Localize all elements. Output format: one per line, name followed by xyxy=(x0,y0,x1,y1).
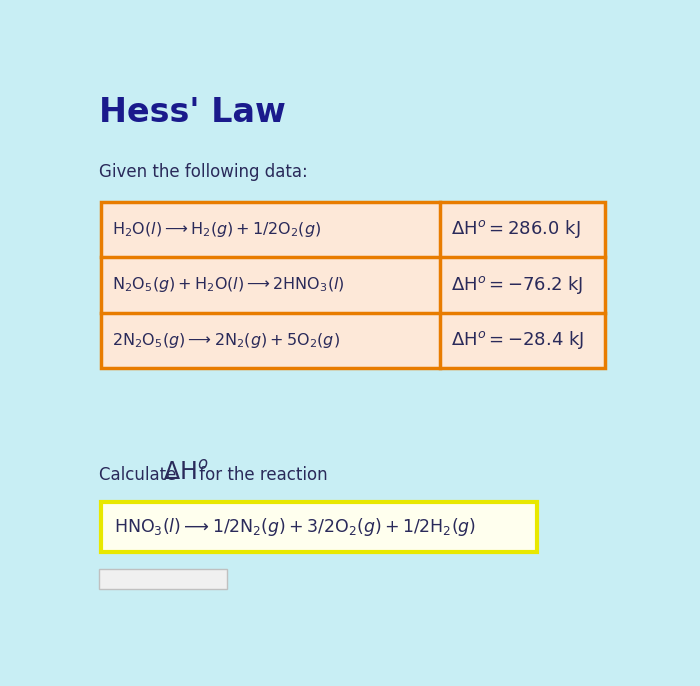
Text: Calculate: Calculate xyxy=(99,466,182,484)
Bar xyxy=(99,569,227,589)
Text: $\Delta\mathsf{H}^o\mathsf{ = {-28.4}\ kJ}$: $\Delta\mathsf{H}^o\mathsf{ = {-28.4}\ k… xyxy=(451,329,584,351)
Text: $\mathsf{H_2O(}$$\mathit{l}$$\mathsf{) \longrightarrow H_2(}$$\mathit{g}$$\maths: $\mathsf{H_2O(}$$\mathit{l}$$\mathsf{) \… xyxy=(112,220,321,239)
Text: $\mathsf{2N_2O_5(}$$\mathit{g}$$\mathsf{) \longrightarrow 2N_2(}$$\mathit{g}$$\m: $\mathsf{2N_2O_5(}$$\mathit{g}$$\mathsf{… xyxy=(112,331,340,350)
Bar xyxy=(102,202,606,368)
Bar xyxy=(102,502,537,552)
Text: $\Delta\mathsf{H}^o\mathsf{ = 286.0\ kJ}$: $\Delta\mathsf{H}^o\mathsf{ = 286.0\ kJ}… xyxy=(451,218,580,240)
Text: Given the following data:: Given the following data: xyxy=(99,163,308,181)
Text: Hess' Law: Hess' Law xyxy=(99,96,286,129)
Text: $\Delta\mathsf{H}^o\mathsf{ = {-76.2}\ kJ}$: $\Delta\mathsf{H}^o\mathsf{ = {-76.2}\ k… xyxy=(451,274,583,296)
Text: for the reaction: for the reaction xyxy=(195,466,328,484)
Text: $\Delta\mathrm{H}^o$: $\Delta\mathrm{H}^o$ xyxy=(162,461,208,485)
Text: $\mathsf{HNO_3(}$$\mathit{l}$$\mathsf{) \longrightarrow 1/2N_2(}$$\mathit{g}$$\m: $\mathsf{HNO_3(}$$\mathit{l}$$\mathsf{) … xyxy=(114,516,476,538)
Text: $\mathsf{N_2O_5(}$$\mathit{g}$$\mathsf{) + H_2O(}$$\mathit{l}$$\mathsf{) \longri: $\mathsf{N_2O_5(}$$\mathit{g}$$\mathsf{)… xyxy=(112,275,345,294)
